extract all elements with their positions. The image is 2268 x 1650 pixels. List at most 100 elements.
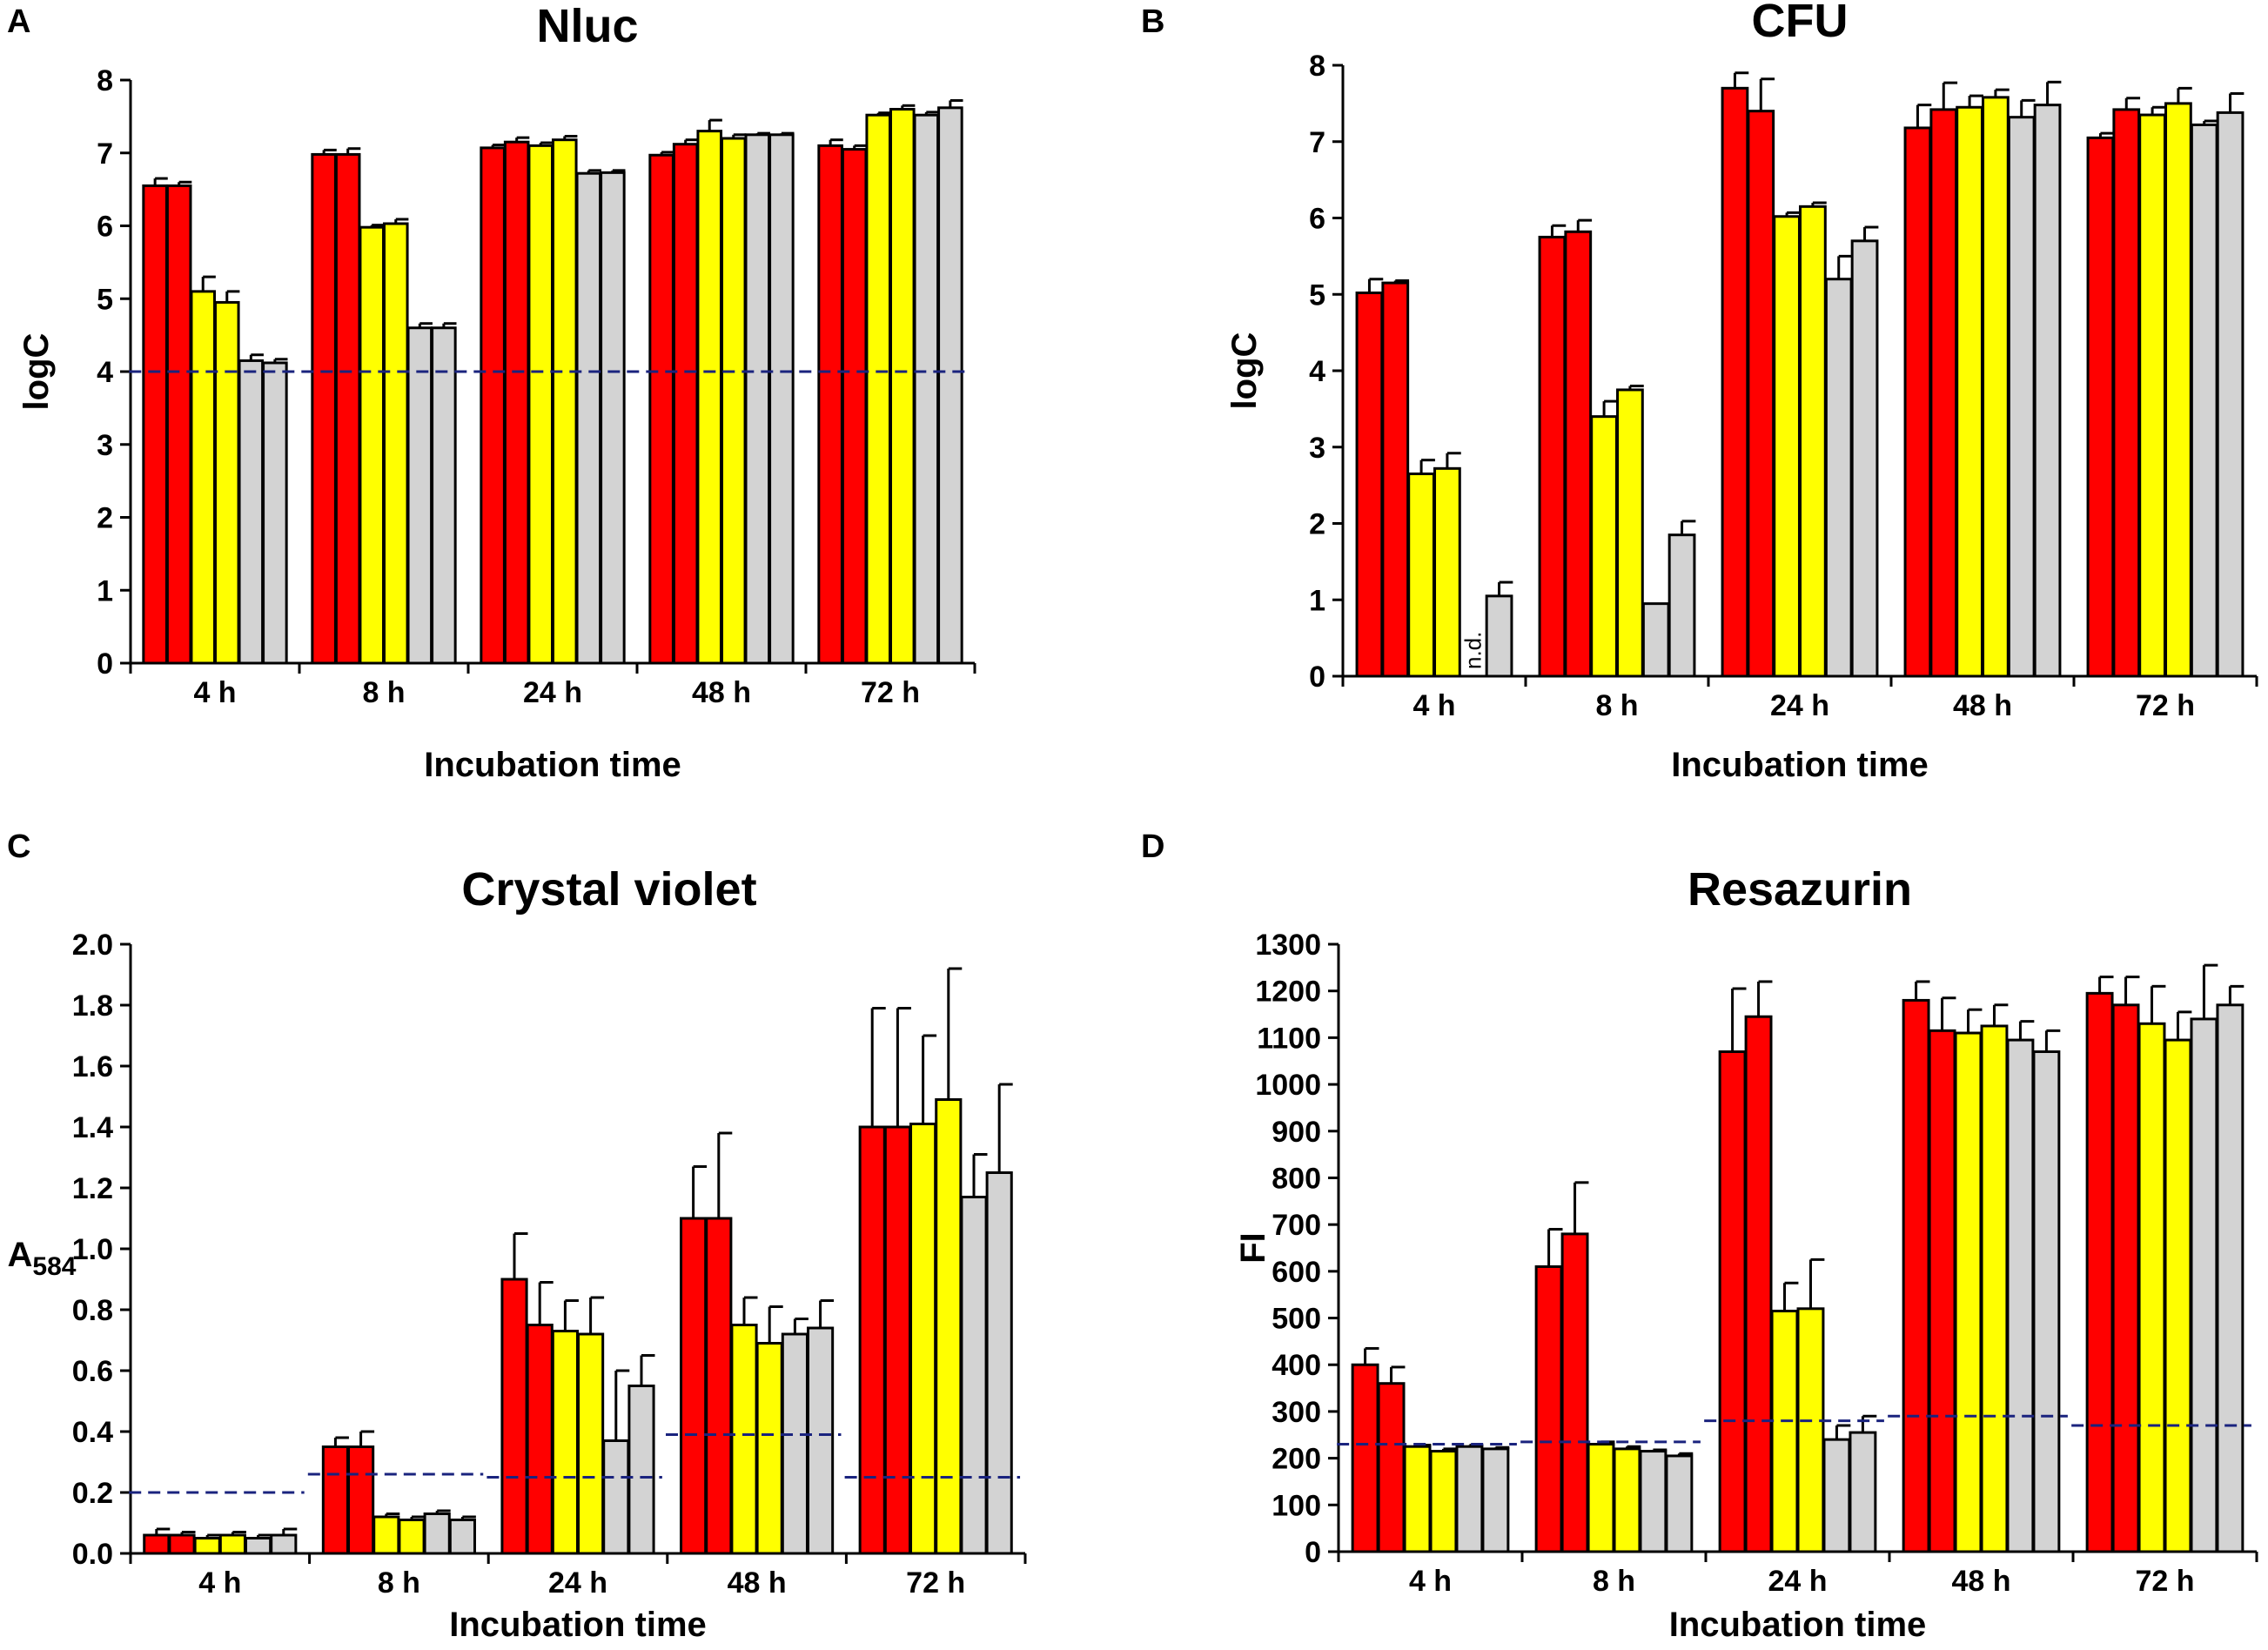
y-tick-label: 100 bbox=[1272, 1489, 1321, 1522]
y-axis-label: logC bbox=[1225, 332, 1264, 410]
y-tick-label: 400 bbox=[1272, 1349, 1321, 1382]
bar bbox=[2138, 113, 2166, 678]
y-tick-label: 4 bbox=[97, 356, 113, 389]
bar bbox=[1564, 230, 1593, 678]
bar bbox=[1590, 415, 1618, 678]
y-tick-label: 1.0 bbox=[72, 1233, 113, 1266]
bar bbox=[755, 1342, 783, 1555]
bar bbox=[1929, 108, 1958, 678]
y-tick-label: 3 bbox=[97, 429, 113, 462]
bar bbox=[1824, 278, 1853, 678]
bar bbox=[431, 326, 457, 665]
bar bbox=[1773, 215, 1801, 678]
bar bbox=[1982, 96, 2010, 678]
y-tick-label: 1100 bbox=[1257, 1022, 1321, 1055]
panel-letter: D bbox=[1141, 828, 1165, 865]
y-tick-label: 600 bbox=[1272, 1256, 1321, 1289]
y-tick-label: 5 bbox=[97, 283, 113, 316]
bar bbox=[768, 133, 795, 665]
bar bbox=[730, 1324, 758, 1555]
bar bbox=[2033, 104, 2062, 678]
bar bbox=[448, 1519, 476, 1555]
bar bbox=[2216, 1003, 2245, 1553]
bar bbox=[1641, 602, 1670, 678]
bar bbox=[1355, 291, 1384, 678]
bar bbox=[841, 148, 868, 665]
bar bbox=[262, 361, 288, 665]
bar bbox=[347, 1445, 375, 1555]
y-tick-label: 200 bbox=[1272, 1443, 1321, 1476]
bar bbox=[526, 1324, 554, 1555]
bar bbox=[359, 225, 386, 665]
bar bbox=[909, 1123, 937, 1555]
bar bbox=[2137, 1022, 2166, 1553]
bar bbox=[2006, 1038, 2035, 1553]
bar bbox=[889, 108, 916, 665]
chart-title: Resazurin bbox=[1688, 863, 1912, 916]
nluc-chart: Nluc 0 1 2 3 4 5 6 7 8 logC 4 h 8 h 24 h 48 h 72 h Incub… bbox=[17, 0, 976, 784]
bar bbox=[500, 1278, 528, 1555]
bar bbox=[1903, 126, 1932, 678]
y-tick-label: 5 bbox=[1309, 278, 1325, 312]
y-tick-label: 3 bbox=[1309, 432, 1325, 465]
bar bbox=[1377, 1382, 1406, 1553]
y-tick-label: 0.4 bbox=[72, 1416, 113, 1449]
bar bbox=[883, 1125, 911, 1555]
bar bbox=[913, 113, 940, 665]
x-tick-label: 8 h bbox=[362, 676, 405, 709]
bar bbox=[672, 143, 699, 665]
bar bbox=[1351, 1363, 1379, 1553]
bar bbox=[2164, 102, 2192, 678]
bar bbox=[817, 144, 843, 665]
y-tick-label: 1.4 bbox=[72, 1111, 113, 1144]
y-tick-label: 7 bbox=[1309, 126, 1325, 159]
bar bbox=[1770, 1309, 1799, 1553]
y-tick-label: 6 bbox=[97, 211, 113, 244]
y-tick-label: 0 bbox=[1305, 1536, 1321, 1569]
bar bbox=[985, 1171, 1013, 1555]
bar bbox=[696, 130, 723, 665]
bar bbox=[238, 359, 265, 665]
y-tick-label: 1 bbox=[1309, 584, 1325, 617]
bar bbox=[406, 326, 433, 665]
y-tick-label: 500 bbox=[1272, 1303, 1321, 1336]
bar bbox=[1956, 105, 1983, 678]
bar bbox=[2007, 116, 2036, 678]
bar bbox=[2216, 111, 2245, 678]
bar bbox=[1747, 110, 1775, 678]
bar bbox=[744, 133, 771, 665]
panel-c: C Crystal violet 0.0 0.2 0.4 0.6 0.8 1.0 1.2 1.4… bbox=[0, 825, 1134, 1650]
y-tick-label: 0.8 bbox=[72, 1294, 113, 1327]
bar bbox=[190, 290, 217, 665]
bar bbox=[1616, 388, 1644, 678]
x-axis-label: Incubation time bbox=[449, 1606, 707, 1644]
chart-title: Nluc bbox=[536, 0, 638, 52]
chart-title: CFU bbox=[1752, 0, 1849, 47]
y-tick-label: 900 bbox=[1272, 1116, 1321, 1149]
bar bbox=[321, 1445, 349, 1555]
crystal-violet-chart: Crystal violet 0.0 0.2 0.4 0.6 0.8 1.0 1.2 1.4 1.… bbox=[8, 863, 1027, 1644]
resazurin-chart: Resazurin 0 100 200 300 400 500 600 700 800 900 100… bbox=[1234, 863, 2258, 1644]
y-tick-label: 2 bbox=[1309, 508, 1325, 541]
bar bbox=[503, 140, 530, 665]
bar bbox=[2190, 123, 2218, 678]
bar bbox=[2111, 1003, 2140, 1553]
y-tick-label: 1300 bbox=[1255, 929, 1321, 962]
bar bbox=[1639, 1450, 1667, 1553]
bar bbox=[1613, 1447, 1641, 1553]
bar bbox=[1455, 1445, 1484, 1553]
x-tick-label: 24 h bbox=[548, 1566, 607, 1600]
bar bbox=[142, 184, 168, 665]
bar bbox=[1799, 205, 1827, 678]
bar bbox=[480, 146, 506, 665]
bar bbox=[165, 184, 192, 665]
bar bbox=[1822, 1438, 1851, 1553]
bar bbox=[705, 1217, 733, 1555]
x-tick-label: 4 h bbox=[198, 1566, 241, 1600]
cfu-chart: CFU 0 1 2 3 4 5 6 7 8 logC 4 h 8 h 24 h 48 h 72 h Incuba… bbox=[1225, 0, 2258, 784]
bar bbox=[218, 1533, 246, 1555]
bar bbox=[781, 1332, 809, 1555]
y-tick-label: 0.0 bbox=[72, 1538, 113, 1571]
bar bbox=[1481, 1447, 1510, 1553]
bar bbox=[193, 1537, 221, 1555]
